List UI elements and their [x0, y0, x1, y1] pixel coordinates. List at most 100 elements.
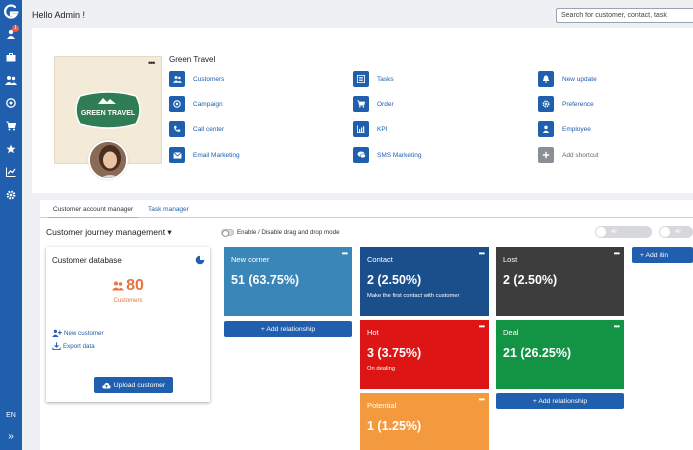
journey-content: Customer account manager Task manager Cu… — [40, 200, 693, 450]
tab-task-manager[interactable]: Task manager — [148, 206, 189, 213]
cart-icon — [353, 96, 369, 112]
shortcut-label: Call center — [193, 125, 225, 133]
stage-card-contact[interactable]: Contact ••• 2 (2.50%) Make the first con… — [360, 247, 489, 316]
shortcut-tasks[interactable]: Tasks — [353, 71, 394, 87]
upload-customer-button[interactable]: Upload customer — [94, 377, 173, 393]
active-tab-underline — [48, 217, 138, 218]
search-input[interactable] — [556, 8, 693, 23]
stage-card-potential[interactable]: Potential ••• 1 (1.25%) — [360, 393, 489, 450]
users-icon — [169, 71, 185, 87]
gear-icon[interactable] — [5, 189, 17, 201]
new-customer-label: New customer — [64, 329, 104, 337]
stage-more-button[interactable]: ••• — [478, 249, 485, 258]
drag-drop-toggle[interactable] — [221, 229, 234, 237]
list-icon — [353, 71, 369, 87]
shortcut-campaign[interactable]: Campaign — [169, 96, 223, 112]
stage-value: 3 (3.75%) — [367, 346, 422, 360]
customer-count-label: Customers — [113, 298, 143, 304]
avatar[interactable] — [88, 140, 128, 180]
add-relationship-button[interactable]: + Add relationship — [224, 321, 352, 337]
shortcut-sms-marketing[interactable]: SMS Marketing — [353, 147, 421, 163]
stage-value: 2 (2.50%) — [503, 273, 558, 287]
filter-toggle-2[interactable]: All — [659, 226, 693, 238]
customer-database-card: Customer database 80 Customers New custo… — [46, 247, 210, 402]
target-icon — [169, 96, 185, 112]
greeting: Hello Admin ! — [32, 10, 86, 20]
shortcut-label: KPI — [377, 125, 388, 133]
stage-name: Contact — [367, 255, 393, 264]
shortcut-email-marketing[interactable]: Email Marketing — [169, 147, 240, 163]
stage-value: 51 (63.75%) — [231, 273, 300, 287]
stage-card-lost[interactable]: Lost ••• 2 (2.50%) — [496, 247, 624, 316]
stage-card-deal[interactable]: Deal ••• 21 (26.25%) — [496, 320, 624, 389]
journey-title-dropdown[interactable]: Customer journey management ▾ — [46, 227, 172, 237]
pie-chart-icon[interactable] — [195, 255, 205, 265]
stage-card-new-corner[interactable]: New corner ••• 51 (63.75%) — [224, 247, 352, 316]
briefcase-icon[interactable] — [5, 51, 17, 63]
drag-drop-label: Enable / Disable drag and drop mode — [237, 229, 340, 236]
stage-name: Potential — [367, 401, 397, 410]
star-icon[interactable] — [5, 143, 17, 155]
export-data-link[interactable]: Export data — [52, 342, 95, 350]
stage-value: 1 (1.25%) — [367, 419, 422, 433]
customer-database-title: Customer database — [52, 256, 122, 265]
stage-card-hot[interactable]: Hot ••• 3 (3.75%) On dealing — [360, 320, 489, 389]
shortcut-label: New update — [562, 75, 597, 83]
stage-name: Hot — [367, 328, 379, 337]
stage-description: Make the first contact with customer — [367, 293, 460, 299]
language-selector[interactable]: EN — [6, 412, 16, 419]
shortcut-label: Preference — [562, 100, 594, 108]
shortcut-new-update[interactable]: New update — [538, 71, 597, 87]
add-itinerary-button[interactable]: + Add itin — [632, 247, 693, 263]
tab-customer-account-manager[interactable]: Customer account manager — [53, 206, 134, 213]
download-icon — [52, 342, 61, 350]
shortcut-label: Employee — [562, 125, 591, 133]
expand-sidebar-button[interactable]: » — [8, 431, 14, 442]
company-name: Green Travel — [169, 55, 216, 64]
filter-toggle-1[interactable]: All — [595, 226, 652, 238]
shortcut-call-center[interactable]: Call center — [169, 121, 224, 137]
shortcut-label: Add shortcut — [562, 151, 599, 159]
tab-bar: Customer account manager Task manager — [40, 200, 693, 218]
shortcut-label: SMS Marketing — [377, 151, 422, 159]
stage-name: New corner — [231, 255, 270, 264]
envelope-icon — [169, 147, 185, 163]
logo-more-button[interactable]: ••• — [148, 58, 156, 68]
plus-icon — [538, 147, 554, 163]
target-icon[interactable] — [5, 97, 17, 109]
users-icon — [112, 281, 125, 291]
stage-more-button[interactable]: ••• — [478, 395, 485, 404]
shortcut-employee[interactable]: Employee — [538, 121, 591, 137]
shortcut-preference[interactable]: Preference — [538, 96, 594, 112]
add-user-icon — [52, 329, 62, 337]
upload-customer-label: Upload customer — [113, 381, 166, 389]
cloud-upload-icon — [102, 382, 111, 388]
shortcut-order[interactable]: Order — [353, 96, 394, 112]
stage-more-button[interactable]: ••• — [613, 322, 620, 331]
users-icon[interactable] — [5, 74, 17, 86]
stage-more-button[interactable]: ••• — [341, 249, 348, 258]
company-logo: GREEN TRAVEL — [75, 91, 141, 129]
chart-icon[interactable] — [5, 166, 17, 178]
phone-icon — [169, 121, 185, 137]
chat-icon — [353, 147, 369, 163]
shortcut-add-shortcut[interactable]: Add shortcut — [538, 147, 599, 163]
bell-icon — [538, 71, 554, 87]
customer-count: 80 — [46, 277, 210, 295]
gear-icon — [538, 96, 554, 112]
shortcut-customers[interactable]: Customers — [169, 71, 224, 87]
stage-value: 21 (26.25%) — [503, 346, 572, 360]
stage-name: Deal — [503, 328, 519, 337]
app-logo-icon[interactable] — [2, 4, 20, 20]
cart-icon[interactable] — [5, 120, 17, 132]
shortcut-kpi[interactable]: KPI — [353, 121, 387, 137]
shortcut-label: Customers — [193, 75, 225, 83]
new-customer-link[interactable]: New customer — [52, 329, 104, 337]
notification-badge: 1 — [12, 25, 19, 32]
stage-more-button[interactable]: ••• — [613, 249, 620, 258]
stage-more-button[interactable]: ••• — [478, 322, 485, 331]
shortcut-label: Email Marketing — [193, 151, 240, 159]
add-relationship-button[interactable]: + Add relationship — [496, 393, 624, 409]
export-data-label: Export data — [63, 342, 95, 350]
stage-value: 2 (2.50%) — [367, 273, 422, 287]
